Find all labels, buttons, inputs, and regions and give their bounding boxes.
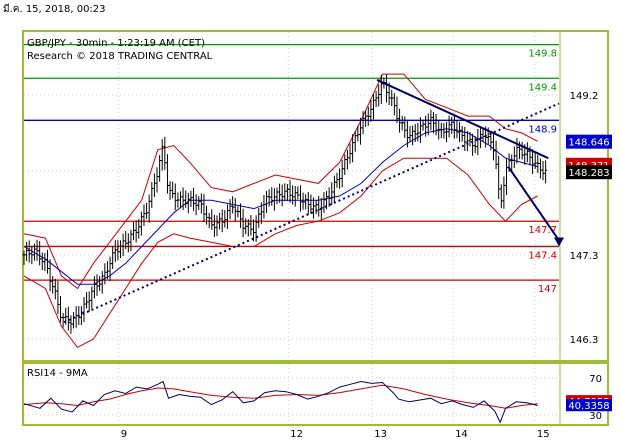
rsi-line <box>23 380 538 424</box>
chart-title: GBP/JPY - 30min - 1:23:19 AM (CET) <box>27 38 205 49</box>
level-label: 147.7 <box>528 225 557 236</box>
price-badge-label: 148.283 <box>568 168 609 179</box>
rsi-ma-line <box>23 384 538 409</box>
rsi-y-tick-label: 70 <box>589 374 602 385</box>
rsi-panel-frame <box>22 362 609 426</box>
y-tick-label: 147.3 <box>570 251 599 262</box>
forecast-arrow-shaft <box>507 165 560 242</box>
chart-subtitle: Research © 2018 TRADING CENTRAL <box>27 51 213 62</box>
x-tick-label: 9 <box>121 429 127 440</box>
x-tick-label: 14 <box>455 429 468 440</box>
rsi-badge-label: 40.3358 <box>568 401 609 412</box>
x-tick-label: 15 <box>537 429 550 440</box>
level-label: 147.4 <box>528 250 557 261</box>
level-label: 149.8 <box>528 49 557 60</box>
forecast-arrow-head <box>554 237 564 247</box>
header-date: มี.ค. 15, 2018, 00:23 <box>3 4 106 15</box>
upper-band <box>23 73 538 290</box>
y-tick-label: 149.2 <box>570 91 599 102</box>
price-badge <box>566 165 612 180</box>
lower-band <box>23 157 538 349</box>
price-panel-frame <box>22 30 609 362</box>
level-label: 147 <box>538 284 557 295</box>
rsi-y-tick-label: 30 <box>589 411 602 422</box>
resistance-trendline <box>376 79 549 160</box>
x-tick-label: 12 <box>290 429 303 440</box>
y-tick-label: 146.3 <box>570 335 599 346</box>
price-badge-label: 148.646 <box>568 138 609 149</box>
x-tick-label: 13 <box>374 429 387 440</box>
rsi-badge <box>566 399 612 412</box>
price-badge <box>566 134 612 149</box>
rsi-title: RSI14 - 9MA <box>27 368 88 379</box>
level-label: 148.9 <box>528 124 557 135</box>
level-label: 149.4 <box>528 82 557 93</box>
support-trendline <box>63 102 560 324</box>
